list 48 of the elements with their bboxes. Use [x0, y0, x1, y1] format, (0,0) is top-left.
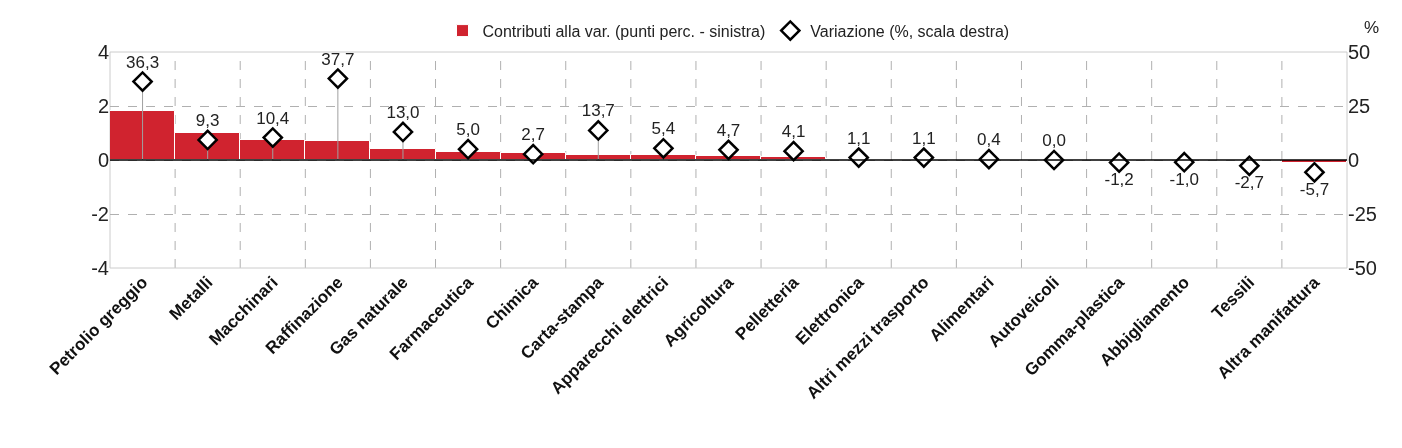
point — [1173, 151, 1195, 173]
y2-tick-label: 25 — [1348, 95, 1371, 117]
point — [1238, 155, 1260, 177]
y2-tick-label: 0 — [1348, 149, 1360, 171]
point — [262, 127, 284, 148]
data-label: 0,0 — [1042, 131, 1066, 150]
point — [653, 137, 674, 159]
data-label: 37,7 — [321, 49, 355, 69]
y-tick-label: -4 — [91, 257, 109, 279]
data-label: 0,4 — [977, 130, 1001, 150]
data-label: -1,0 — [1169, 169, 1199, 189]
data-label: 1,1 — [912, 128, 936, 148]
point — [848, 147, 870, 168]
point — [718, 139, 739, 161]
y2-tick-label: 50 — [1348, 41, 1371, 63]
legend-label: Variazione (%, scala destra) — [810, 22, 1010, 40]
point — [587, 120, 609, 141]
data-label: -2,7 — [1234, 173, 1264, 193]
data-label: 1,1 — [846, 128, 871, 148]
y-tick-label: 2 — [97, 95, 109, 117]
y2-tick-label: -25 — [1348, 203, 1377, 225]
y2-axis-title: % — [1364, 18, 1380, 37]
data-label: 4,1 — [781, 122, 806, 142]
point — [457, 138, 479, 160]
data-label: -1,2 — [1104, 170, 1134, 190]
data-label: 4,7 — [716, 120, 741, 140]
data-label: -5,7 — [1299, 179, 1330, 199]
data-label: 10,4 — [256, 108, 290, 128]
point — [392, 121, 414, 143]
data-label: 5,4 — [651, 119, 676, 139]
y-tick-label: 0 — [97, 149, 109, 171]
legend-label: Contributi alla var. (punti perc. - sinistra) — [482, 22, 766, 40]
data-label: 36,3 — [126, 52, 160, 72]
point — [913, 147, 935, 168]
y-tick-label: -2 — [91, 203, 109, 225]
data-label: 2,7 — [521, 125, 545, 145]
data-label: 5,0 — [456, 120, 480, 140]
point — [132, 71, 153, 92]
data-label: 13,7 — [581, 101, 615, 121]
y2-tick-label: -50 — [1348, 257, 1377, 279]
point — [1108, 152, 1130, 173]
point — [327, 68, 349, 89]
y-tick-label: 4 — [97, 41, 109, 63]
data-label: 13,0 — [386, 102, 420, 122]
data-label: 9,3 — [195, 110, 220, 130]
point — [1304, 161, 1325, 183]
point — [522, 143, 544, 165]
point — [783, 140, 804, 162]
